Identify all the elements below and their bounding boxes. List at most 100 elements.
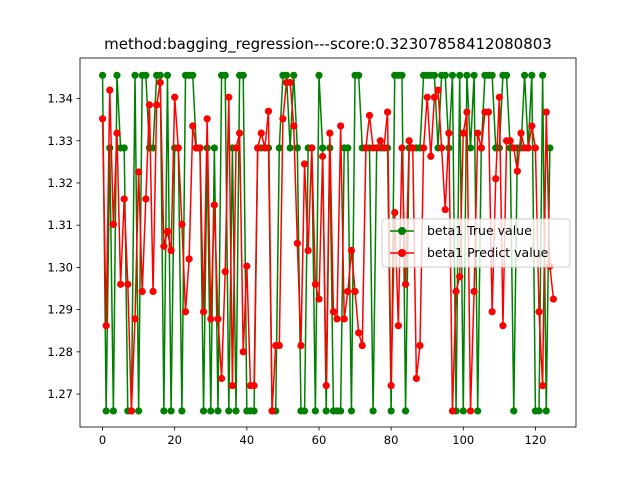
data-point-true [300,407,309,415]
data-point-predict [308,144,316,152]
y-tick-label: 1.33 [47,134,73,148]
data-point-predict [199,308,208,316]
data-point-predict [210,201,218,209]
data-point-predict [383,108,392,116]
data-point-true [167,407,175,415]
data-point-predict [394,322,402,330]
data-point-true [387,407,395,415]
y-axis: 1.27 1.28 1.29 1.30 1.31 1.32 1.33 1.34 [47,92,80,401]
data-point-predict [427,152,435,160]
data-point-true [199,407,208,415]
data-point-true [149,144,157,152]
data-point-true [398,71,406,79]
data-point-true [318,144,327,152]
data-point-predict [405,137,413,145]
data-point-predict [409,144,417,152]
data-point-predict [156,78,164,87]
data-point-true [282,71,291,79]
data-point-predict [358,341,366,350]
data-point-true [207,407,215,415]
data-point-true [344,144,352,152]
data-point-predict [528,122,536,130]
data-point-predict [387,382,395,390]
data-point-true [232,407,240,415]
x-tick-label: 0 [99,433,106,447]
data-point-predict [337,122,345,130]
data-point-predict [391,208,399,217]
data-point-true [290,71,298,79]
data-point-predict [416,341,424,350]
data-point-predict [484,108,493,116]
data-point-predict [264,107,273,115]
data-point-predict [300,160,309,168]
legend: beta1 True value beta1 Predict value [381,218,571,268]
data-point-predict [351,287,359,296]
data-point-true [131,71,139,79]
data-point-true [214,407,222,415]
data-point-true [355,71,363,79]
data-point-predict [456,273,464,281]
data-point-true [275,144,283,152]
data-point-true [142,71,150,79]
data-point-predict [542,108,550,116]
data-point-true [528,71,536,79]
data-point-predict [149,287,157,296]
data-point-predict [131,315,139,323]
axes-frame [79,57,577,428]
data-point-predict [232,144,240,152]
data-point-true [135,407,143,415]
data-point-predict [181,308,190,316]
data-point-predict [268,407,276,415]
data-point-predict [398,144,406,152]
data-point-predict [474,129,482,137]
data-point-predict [445,129,453,137]
data-point-predict [344,287,352,296]
data-point-true [315,71,323,79]
x-tick-label: 40 [240,433,255,447]
data-point-true [456,71,464,79]
data-point-predict [116,280,125,288]
data-point-predict [438,144,446,152]
data-point-predict [275,341,283,350]
data-point-predict [178,220,186,228]
x-tick-label: 60 [312,433,327,447]
data-point-true [488,71,496,79]
series-predict [98,78,558,415]
data-point-predict [160,242,168,250]
x-tick-label: 80 [384,433,399,447]
data-point-predict [153,101,161,109]
x-axis: 0 20 40 60 80 100 120 [99,427,546,447]
x-tick-label: 120 [524,433,546,447]
legend-marker-true [398,227,406,235]
data-point-predict [221,268,229,276]
data-point-predict [340,315,348,323]
data-point-predict [506,137,514,145]
data-point-true [98,71,107,79]
data-point-true [120,144,128,152]
data-point-predict [109,220,117,228]
data-point-predict [239,348,247,356]
data-point-true [189,71,197,79]
data-point-true [470,71,478,79]
data-point-predict [355,329,363,337]
data-point-predict [189,122,197,130]
data-point-predict [412,374,420,383]
data-point-true [369,407,377,415]
data-point-predict [138,287,146,296]
data-point-predict [250,382,258,390]
data-point-predict [329,308,338,316]
data-point-predict [535,308,543,316]
data-point-true [163,71,172,79]
data-point-predict [102,322,110,330]
data-point-true [286,144,294,152]
data-point-predict [495,93,503,101]
data-point-predict [214,315,222,323]
data-point-predict [347,246,356,255]
data-point-predict [261,144,269,152]
legend-marker-predict [398,249,406,257]
data-point-true [347,407,356,415]
y-tick-label: 1.30 [47,260,73,274]
data-point-predict [318,152,327,160]
data-point-true [102,407,110,415]
data-point-predict [333,315,341,323]
